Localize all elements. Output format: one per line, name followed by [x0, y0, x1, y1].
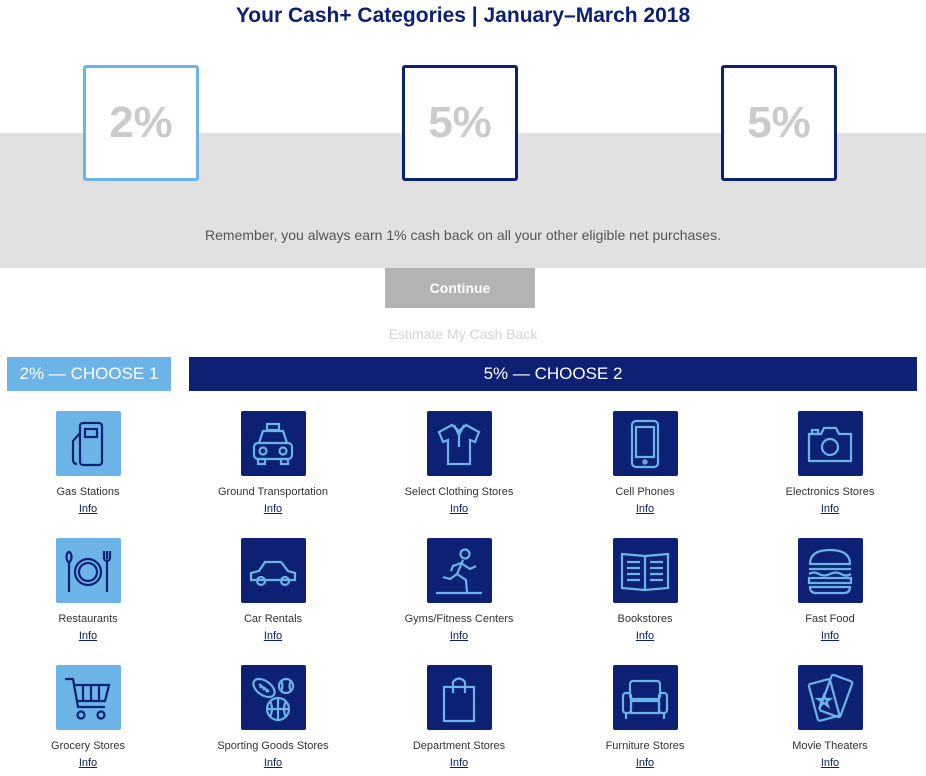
category-name: Gas Stations: [56, 486, 120, 498]
category-gas-stations[interactable]: Gas Stations Info: [0, 411, 178, 517]
info-link[interactable]: Info: [635, 757, 655, 769]
info-link[interactable]: Info: [263, 630, 283, 642]
header-2-percent-choose-1: 2% — CHOOSE 1: [7, 357, 171, 391]
category-gyms-fitness-centers[interactable]: Gyms/Fitness Centers Info: [369, 538, 549, 644]
info-link[interactable]: Info: [820, 630, 840, 642]
armchair-icon[interactable]: [612, 665, 678, 730]
slot-5-percent-second[interactable]: 5%: [721, 65, 837, 181]
shirt-icon[interactable]: [426, 411, 492, 476]
category-name: Car Rentals: [243, 613, 303, 625]
category-car-rentals[interactable]: Car Rentals Info: [183, 538, 363, 644]
category-name: Cell Phones: [615, 486, 675, 498]
car-icon[interactable]: [240, 538, 306, 603]
category-fast-food[interactable]: Fast Food Info: [740, 538, 920, 644]
category-electronics-stores[interactable]: Electronics Stores Info: [740, 411, 920, 517]
sports-balls-icon[interactable]: [240, 665, 306, 730]
cart-icon[interactable]: [55, 665, 121, 730]
category-name: Restaurants: [58, 613, 118, 625]
category-sporting-goods-stores[interactable]: Sporting Goods Stores Info: [183, 665, 363, 771]
category-furniture-stores[interactable]: Furniture Stores Info: [555, 665, 735, 771]
category-restaurants[interactable]: Restaurants Info: [0, 538, 178, 644]
taxi-icon[interactable]: [240, 411, 306, 476]
shopping-bag-icon[interactable]: [426, 665, 492, 730]
header-5-percent-choose-2: 5% — CHOOSE 2: [189, 357, 917, 391]
tickets-icon[interactable]: [797, 665, 863, 730]
category-name: Select Clothing Stores: [404, 486, 514, 498]
category-bookstores[interactable]: Bookstores Info: [555, 538, 735, 644]
info-link[interactable]: Info: [820, 503, 840, 515]
phone-icon[interactable]: [612, 411, 678, 476]
category-department-stores[interactable]: Department Stores Info: [369, 665, 549, 771]
category-ground-transportation[interactable]: Ground Transportation Info: [183, 411, 363, 517]
category-grocery-stores[interactable]: Grocery Stores Info: [0, 665, 178, 771]
category-cell-phones[interactable]: Cell Phones Info: [555, 411, 735, 517]
info-link[interactable]: Info: [820, 757, 840, 769]
category-name: Electronics Stores: [785, 486, 875, 498]
info-link[interactable]: Info: [78, 630, 98, 642]
category-name: Furniture Stores: [605, 740, 685, 752]
slot-5-percent-first[interactable]: 5%: [402, 65, 518, 181]
category-name: Ground Transportation: [217, 486, 329, 498]
info-link[interactable]: Info: [78, 757, 98, 769]
page-title: Your Cash+ Categories | January–March 20…: [235, 4, 691, 27]
info-link[interactable]: Info: [635, 630, 655, 642]
gas-pump-icon[interactable]: [55, 411, 121, 476]
estimate-cash-back-link[interactable]: Estimate My Cash Back: [388, 326, 538, 342]
info-link[interactable]: Info: [449, 630, 469, 642]
info-link[interactable]: Info: [449, 757, 469, 769]
category-name: Fast Food: [805, 613, 855, 625]
category-name: Sporting Goods Stores: [217, 740, 329, 752]
reminder-text: Remember, you always earn 1% cash back o…: [205, 227, 721, 243]
info-link[interactable]: Info: [263, 757, 283, 769]
burger-icon[interactable]: [797, 538, 863, 603]
category-name: Department Stores: [412, 740, 506, 752]
slot-2-percent[interactable]: 2%: [83, 65, 199, 181]
category-select-clothing-stores[interactable]: Select Clothing Stores Info: [369, 411, 549, 517]
info-link[interactable]: Info: [635, 503, 655, 515]
info-link[interactable]: Info: [78, 503, 98, 515]
info-link[interactable]: Info: [263, 503, 283, 515]
category-name: Grocery Stores: [51, 740, 125, 752]
category-movie-theaters[interactable]: Movie Theaters Info: [740, 665, 920, 771]
category-name: Bookstores: [617, 613, 673, 625]
book-icon[interactable]: [612, 538, 678, 603]
camera-icon[interactable]: [797, 411, 863, 476]
continue-button[interactable]: Continue: [385, 268, 535, 308]
category-name: Movie Theaters: [792, 740, 868, 752]
plate-utensils-icon[interactable]: [55, 538, 121, 603]
info-link[interactable]: Info: [449, 503, 469, 515]
runner-icon[interactable]: [426, 538, 492, 603]
category-name: Gyms/Fitness Centers: [404, 613, 514, 625]
